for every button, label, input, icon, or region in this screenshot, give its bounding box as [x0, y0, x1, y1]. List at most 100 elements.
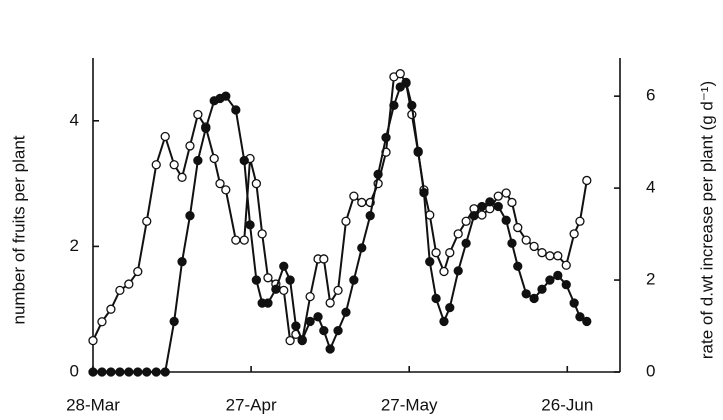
data-point [439, 266, 449, 277]
data-point [88, 367, 98, 377]
data-point [507, 197, 517, 208]
data-point [319, 254, 329, 264]
x-tick-label: 28-Mar [66, 395, 120, 414]
data-point [271, 284, 281, 294]
data-point [169, 160, 179, 170]
y2-tick-label: 0 [646, 361, 655, 380]
data-point [185, 211, 195, 221]
data-point [439, 316, 449, 327]
data-point [305, 291, 315, 302]
data-point [160, 131, 170, 142]
data-point [395, 69, 405, 79]
data-point [231, 235, 241, 245]
data-point [341, 216, 351, 226]
data-point [124, 367, 134, 377]
data-point [582, 175, 592, 186]
y-tick-label: 2 [70, 236, 79, 255]
data-point [231, 105, 241, 115]
data-point [142, 367, 152, 377]
data-point [349, 191, 359, 201]
data-point [529, 293, 539, 304]
data-point [279, 285, 289, 296]
data-point [285, 275, 295, 285]
data-point [537, 248, 547, 258]
y-tick-label: 0 [70, 361, 79, 380]
data-point [313, 312, 323, 322]
data-point [333, 325, 343, 336]
data-point [575, 216, 585, 226]
data-point [357, 197, 367, 208]
data-point [357, 243, 367, 253]
data-point [477, 201, 487, 212]
data-point [133, 367, 143, 377]
data-point [545, 251, 555, 261]
x-tick-label: 26-Jun [541, 395, 593, 414]
data-point [239, 155, 249, 166]
y2-tick-label: 4 [646, 178, 655, 197]
data-point [325, 298, 335, 308]
data-point [575, 312, 585, 322]
data-point [389, 100, 399, 111]
data-point [193, 109, 203, 120]
data-point [341, 307, 351, 317]
data-point [257, 229, 267, 239]
data-point [407, 100, 417, 111]
data-point [160, 367, 170, 377]
data-point [501, 188, 511, 198]
data-point [349, 275, 359, 285]
data-point [106, 304, 116, 314]
data-point [325, 344, 335, 354]
data-point [461, 216, 471, 226]
data-point [477, 210, 487, 220]
data-point [133, 266, 143, 277]
y2-tick-label: 6 [646, 86, 655, 105]
data-point [209, 153, 219, 164]
data-point [333, 285, 343, 296]
data-point [453, 266, 463, 276]
data-point [461, 238, 471, 248]
data-point [177, 172, 187, 182]
data-point [431, 293, 441, 304]
data-point [365, 211, 375, 221]
data-point [124, 279, 134, 289]
y2-tick-label: 2 [646, 270, 655, 289]
data-point [582, 316, 592, 327]
y2-axis-label: rate of d.wt increase per plant (g d⁻¹) [697, 81, 716, 359]
data-point [142, 216, 152, 226]
data-point [373, 169, 383, 179]
data-point [221, 185, 231, 195]
data-point [221, 91, 231, 101]
data-point [115, 367, 125, 377]
data-point [251, 178, 262, 189]
data-point [485, 197, 495, 207]
data-point [239, 235, 249, 245]
data-point [453, 229, 463, 239]
data-point [561, 260, 571, 270]
data-point [445, 248, 455, 258]
data-point [251, 275, 262, 285]
data-point [201, 123, 211, 133]
data-point [97, 367, 107, 377]
data-point [513, 261, 523, 271]
data-point [431, 248, 441, 258]
data-point [513, 222, 523, 233]
data-point [151, 160, 161, 170]
data-point [88, 335, 98, 346]
data-point [419, 188, 429, 198]
data-point [545, 275, 555, 285]
data-point [561, 280, 571, 290]
data-point [529, 241, 539, 252]
data-point [177, 257, 187, 267]
data-point [291, 321, 301, 331]
data-point [263, 273, 273, 283]
y-tick-label: 4 [70, 110, 79, 129]
data-point [285, 335, 295, 346]
y-axis-label: number of fruits per plant [9, 135, 28, 324]
data-point [115, 285, 125, 296]
data-point [297, 335, 307, 345]
data-point [97, 317, 107, 327]
x-tick-label: 27-Apr [226, 395, 277, 414]
data-point [469, 211, 479, 221]
data-point [537, 284, 547, 294]
